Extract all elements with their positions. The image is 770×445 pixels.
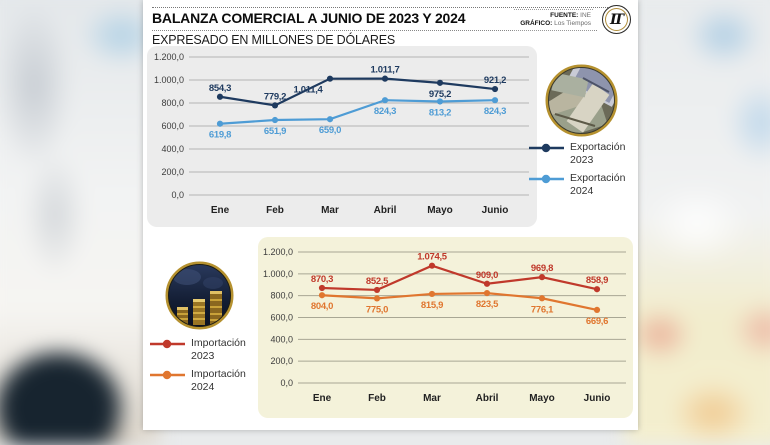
svg-text:Junio: Junio bbox=[482, 205, 509, 216]
svg-text:824,3: 824,3 bbox=[374, 106, 396, 117]
graphic-line: GRÁFICO: Los Tiempos bbox=[520, 20, 591, 27]
svg-text:800,0: 800,0 bbox=[161, 98, 184, 108]
legend-label: Exportación 2024 bbox=[570, 172, 626, 197]
svg-text:651,9: 651,9 bbox=[264, 126, 286, 137]
svg-text:779,2: 779,2 bbox=[264, 91, 286, 102]
svg-text:400,0: 400,0 bbox=[270, 334, 293, 344]
svg-text:600,0: 600,0 bbox=[161, 121, 184, 131]
export-legend: Exportación 2023 Exportación 2024 bbox=[528, 141, 634, 198]
import-legend: Importación 2023 Importación 2024 bbox=[149, 337, 257, 394]
svg-text:975,2: 975,2 bbox=[429, 89, 451, 100]
svg-text:600,0: 600,0 bbox=[270, 313, 293, 323]
svg-text:909,0: 909,0 bbox=[476, 270, 498, 281]
svg-text:200,0: 200,0 bbox=[270, 356, 293, 366]
legend-label: Importación 2023 bbox=[191, 337, 246, 362]
svg-text:969,8: 969,8 bbox=[531, 263, 553, 274]
dollar-bills-photo bbox=[545, 64, 618, 137]
importacion-2023-marker-icon bbox=[150, 339, 185, 349]
import-line-chart: 1.200,0 1.000,0 800,0 600,0 400,0 200,0 0,0 Ene… bbox=[263, 247, 626, 404]
svg-text:1.200,0: 1.200,0 bbox=[263, 247, 293, 257]
legend-item-importacion-2023: Importación 2023 bbox=[149, 337, 257, 363]
svg-text:619,8: 619,8 bbox=[209, 130, 231, 141]
export-line-chart: 1.200,0 1.000,0 800,0 600,0 400,0 200,0 0,0 Ene… bbox=[154, 52, 529, 216]
svg-text:921,2: 921,2 bbox=[484, 75, 506, 86]
svg-text:815,9: 815,9 bbox=[421, 300, 443, 311]
blurred-background-right bbox=[625, 0, 770, 445]
export-chart-panel: 1.200,0 1.000,0 800,0 600,0 400,0 200,0 0,0 Ene… bbox=[147, 46, 537, 227]
exportacion-2023-marker-icon bbox=[529, 143, 564, 153]
svg-text:1.011,7: 1.011,7 bbox=[370, 65, 399, 76]
infographic-card: BALANZA COMERCIAL A JUNIO DE 2023 Y 2024… bbox=[143, 0, 638, 430]
svg-text:858,9: 858,9 bbox=[586, 275, 608, 286]
svg-text:1.000,0: 1.000,0 bbox=[263, 269, 293, 279]
svg-text:870,3: 870,3 bbox=[311, 274, 333, 285]
svg-text:Mar: Mar bbox=[423, 393, 441, 404]
legend-item-exportacion-2023: Exportación 2023 bbox=[528, 141, 634, 167]
import-chart-panel: 1.200,0 1.000,0 800,0 600,0 400,0 200,0 0,0 Ene… bbox=[258, 237, 633, 418]
svg-text:Abril: Abril bbox=[476, 393, 499, 404]
svg-text:Mayo: Mayo bbox=[529, 393, 555, 404]
svg-text:Mar: Mar bbox=[321, 205, 339, 216]
svg-text:Ene: Ene bbox=[313, 393, 332, 404]
svg-text:0,0: 0,0 bbox=[171, 190, 184, 200]
legend-item-importacion-2024: Importación 2024 bbox=[149, 368, 257, 394]
legend-label: Exportación 2023 bbox=[570, 141, 626, 166]
svg-text:804,0: 804,0 bbox=[311, 301, 333, 312]
legend-item-exportacion-2024: Exportación 2024 bbox=[528, 172, 634, 198]
svg-text:Ene: Ene bbox=[211, 205, 230, 216]
dotted-rule-under-title bbox=[152, 30, 597, 31]
source-line: FUENTE: INE bbox=[550, 12, 591, 19]
svg-text:Abril: Abril bbox=[374, 205, 397, 216]
svg-text:0,0: 0,0 bbox=[280, 378, 293, 388]
svg-text:823,5: 823,5 bbox=[476, 299, 499, 310]
svg-text:Feb: Feb bbox=[368, 393, 386, 404]
coins-photo bbox=[165, 261, 234, 330]
importacion-2024-marker-icon bbox=[150, 370, 185, 380]
svg-text:1.200,0: 1.200,0 bbox=[154, 52, 184, 62]
svg-text:Feb: Feb bbox=[266, 205, 284, 216]
svg-text:669,6: 669,6 bbox=[586, 316, 608, 327]
exportacion-2024-marker-icon bbox=[529, 174, 564, 184]
svg-text:200,0: 200,0 bbox=[161, 167, 184, 177]
page-title: BALANZA COMERCIAL A JUNIO DE 2023 Y 2024 bbox=[152, 10, 466, 26]
svg-text:659,0: 659,0 bbox=[319, 125, 341, 136]
page-subtitle: EXPRESADO EN MILLONES DE DÓLARES bbox=[152, 33, 395, 47]
svg-text:854,3: 854,3 bbox=[209, 83, 231, 94]
svg-text:775,0: 775,0 bbox=[366, 304, 388, 315]
svg-text:776,1: 776,1 bbox=[531, 304, 554, 315]
svg-text:852,5: 852,5 bbox=[366, 276, 389, 287]
svg-text:Mayo: Mayo bbox=[427, 205, 453, 216]
svg-text:1.000,0: 1.000,0 bbox=[154, 75, 184, 85]
svg-text:813,2: 813,2 bbox=[429, 107, 451, 118]
svg-text:1.011,4: 1.011,4 bbox=[293, 85, 323, 96]
svg-text:800,0: 800,0 bbox=[270, 291, 293, 301]
dotted-rule-top bbox=[152, 7, 624, 8]
blurred-background-left bbox=[0, 0, 160, 445]
source-credit: FUENTE: INE GRÁFICO: Los Tiempos bbox=[514, 9, 593, 31]
los-tiempos-logo: LT bbox=[602, 5, 631, 34]
legend-label: Importación 2024 bbox=[191, 368, 246, 393]
svg-text:400,0: 400,0 bbox=[161, 144, 184, 154]
svg-text:Junio: Junio bbox=[584, 393, 611, 404]
svg-text:1.074,5: 1.074,5 bbox=[417, 252, 448, 263]
svg-text:824,3: 824,3 bbox=[484, 106, 506, 117]
